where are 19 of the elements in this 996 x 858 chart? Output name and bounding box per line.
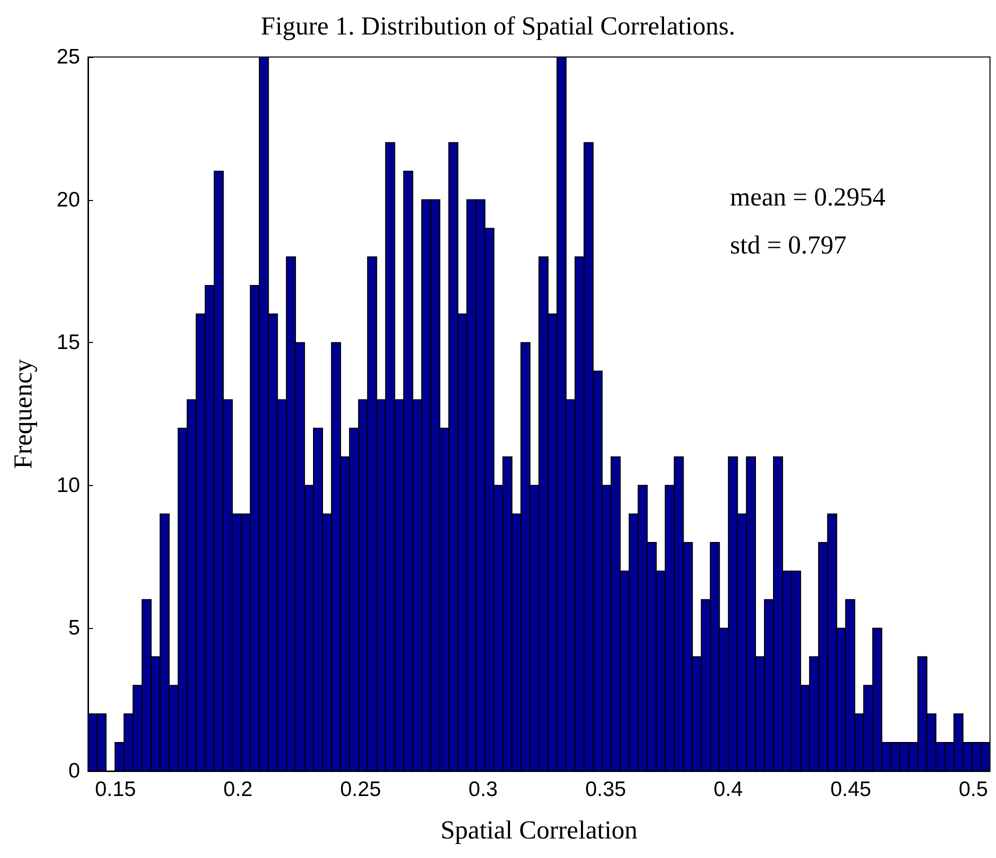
x-tick-label: 0.2 <box>223 778 253 801</box>
y-tick-label: 5 <box>68 616 80 640</box>
y-tick-label: 0 <box>68 760 80 782</box>
x-tick-label: 0.45 <box>830 778 872 801</box>
y-tick-label: 20 <box>56 188 80 212</box>
x-tick-label: 0.15 <box>95 778 136 801</box>
x-axis-title: Spatial Correlation <box>440 816 638 844</box>
annotation: mean = 0.2954 <box>730 182 886 212</box>
x-tick-label: 0.5 <box>958 778 988 801</box>
y-axis-title: Frequency <box>8 359 38 469</box>
x-tick-label: 0.25 <box>340 778 381 801</box>
annotation: std = 0.797 <box>730 230 847 260</box>
x-tick-label: 0.4 <box>714 778 744 801</box>
y-tick-label: 10 <box>56 474 80 497</box>
y-tick-label: 25 <box>56 46 80 68</box>
x-tick-label: 0.35 <box>585 778 626 801</box>
chart-title: Figure 1. Distribution of Spatial Correlations. <box>260 12 736 40</box>
y-tick-label: 15 <box>56 331 80 354</box>
x-tick-label: 0.3 <box>468 778 498 801</box>
